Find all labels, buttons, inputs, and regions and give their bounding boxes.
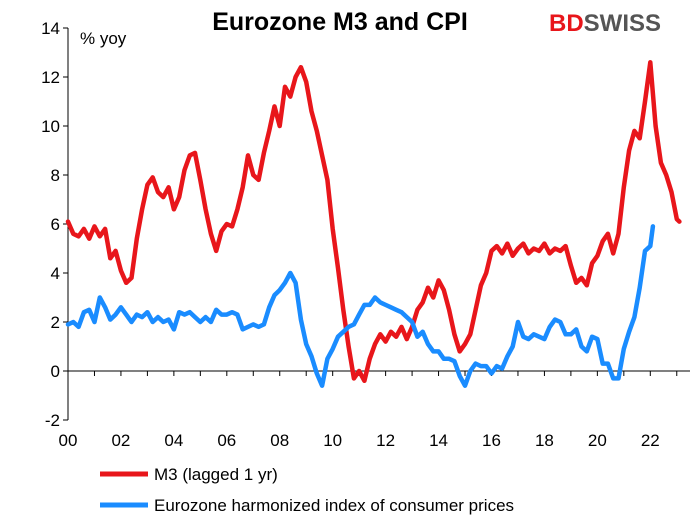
y-axis-label: % yoy — [80, 29, 127, 48]
x-tick-label: 22 — [641, 431, 660, 450]
x-tick-label: 10 — [323, 431, 342, 450]
chart-title: Eurozone M3 and CPI — [212, 8, 468, 36]
y-tick-label: -2 — [45, 411, 60, 430]
y-tick-label: 4 — [51, 264, 60, 283]
y-tick-label: 8 — [51, 166, 60, 185]
legend-label-hicp: Eurozone harmonized index of consumer pr… — [154, 496, 514, 515]
x-tick-label: 04 — [164, 431, 183, 450]
x-tick-label: 18 — [535, 431, 554, 450]
y-tick-label: 10 — [41, 117, 60, 136]
x-tick-label: 20 — [588, 431, 607, 450]
y-tick-label: 6 — [51, 215, 60, 234]
y-tick-label: 14 — [41, 19, 60, 38]
legend-label-m3: M3 (lagged 1 yr) — [154, 465, 278, 484]
y-tick-label: 0 — [51, 362, 60, 381]
logo-swiss-text: SWISS — [584, 10, 661, 37]
x-tick-label: 06 — [217, 431, 236, 450]
x-tick-label: 02 — [111, 431, 130, 450]
x-tick-label: 08 — [270, 431, 289, 450]
plot-lines — [65, 60, 682, 388]
x-tick-label: 16 — [482, 431, 501, 450]
logo-bd-text: BD — [549, 10, 584, 37]
svg-text:BDSWISS: BDSWISS — [549, 10, 661, 37]
series-line-m3 — [65, 60, 682, 384]
brand-logo: BDSWISS — [549, 10, 661, 37]
legend: M3 (lagged 1 yr) Eurozone harmonized ind… — [100, 465, 514, 515]
x-tick-label: 00 — [59, 431, 78, 450]
y-tick-label: 12 — [41, 68, 60, 87]
x-tick-label: 14 — [429, 431, 448, 450]
x-axis: 00 02 04 06 08 10 12 14 16 18 20 22 — [59, 370, 690, 450]
x-tick-label: 12 — [376, 431, 395, 450]
y-tick-label: 2 — [51, 313, 60, 332]
series-line-hicp — [65, 224, 656, 388]
y-axis: -2 0 2 4 6 8 10 12 14 — [41, 19, 69, 430]
